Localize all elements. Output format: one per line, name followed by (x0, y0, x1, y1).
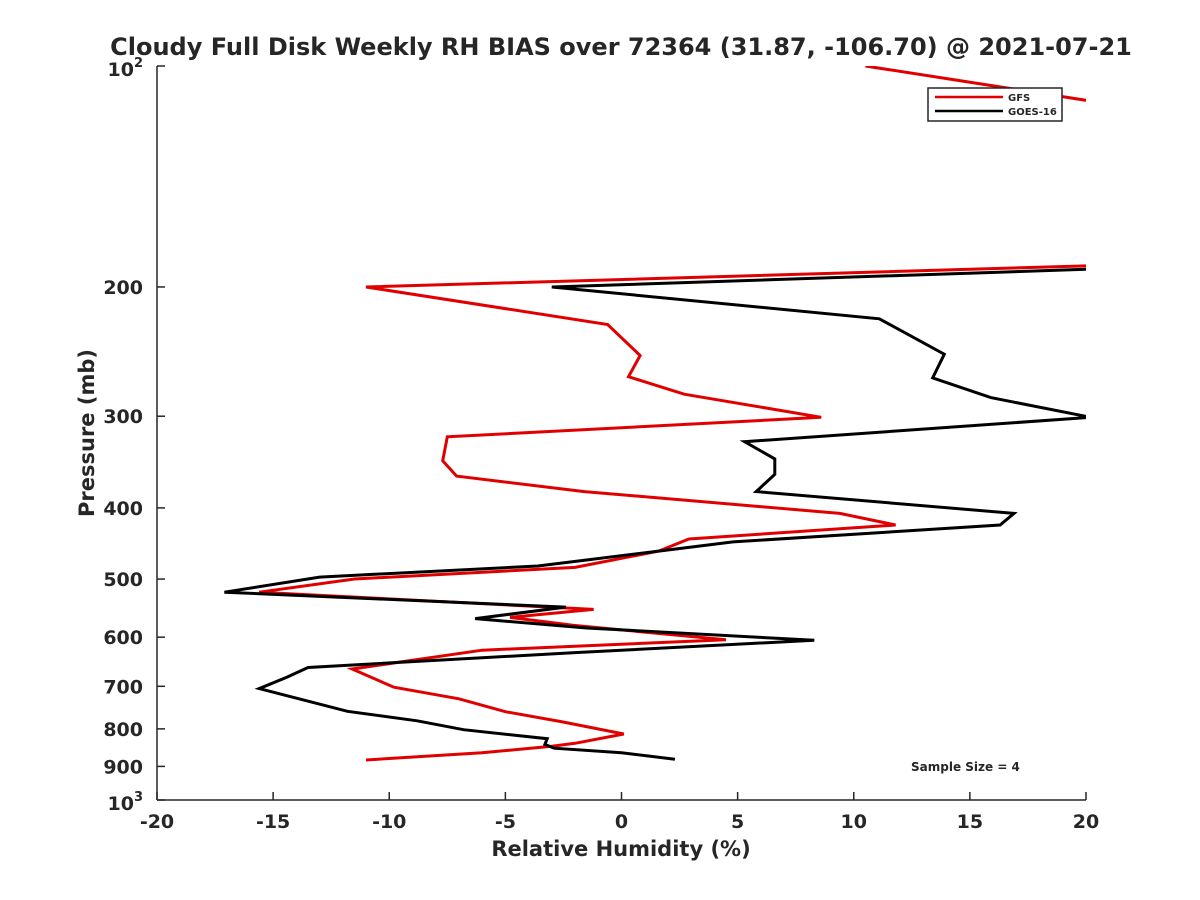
series-layer (224, 66, 1086, 762)
x-tick-label: 15 (957, 811, 983, 833)
y-axis-label: Pressure (mb) (75, 349, 99, 517)
legend-box (927, 87, 1063, 122)
series-line-gfs (258, 66, 1086, 762)
legend-label-gfs: GFS (1008, 93, 1030, 104)
x-tick-label: 10 (841, 811, 867, 833)
x-tick-label: -15 (256, 811, 290, 833)
series-line-goes16 (224, 267, 1086, 761)
y-end-label-top: 102 (108, 56, 144, 81)
y-tick-label: 400 (103, 498, 143, 520)
y-tick-label: 200 (103, 277, 143, 299)
x-tick-label: 5 (731, 811, 744, 833)
x-axis-label: Relative Humidity (%) (491, 837, 750, 861)
x-tick-label: 0 (615, 811, 628, 833)
y-tick-label: 900 (103, 756, 143, 778)
x-tick-label: -5 (495, 811, 516, 833)
y-tick-label: 300 (103, 406, 143, 428)
y-tick-label: 600 (103, 627, 143, 649)
y-tick-label: 700 (103, 676, 143, 698)
y-ticks: 200 300 400 500 600 700 800 900 (103, 65, 165, 801)
y-end-label-bottom: 103 (108, 790, 144, 815)
sample-size-annotation: Sample Size = 4 (911, 760, 1020, 774)
x-tick-label: -10 (372, 811, 406, 833)
legend: GFS GOES-16 (927, 87, 1063, 122)
chart-title: Cloudy Full Disk Weekly RH BIAS over 723… (110, 33, 1132, 61)
x-ticks: -20 -15 -10 -5 0 5 10 15 20 (140, 792, 1099, 833)
x-tick-label: -20 (140, 811, 174, 833)
y-tick-label: 500 (103, 569, 143, 591)
legend-label-goes16: GOES-16 (1008, 107, 1057, 118)
y-tick-label: 800 (103, 719, 143, 741)
x-tick-label: 20 (1073, 811, 1099, 833)
